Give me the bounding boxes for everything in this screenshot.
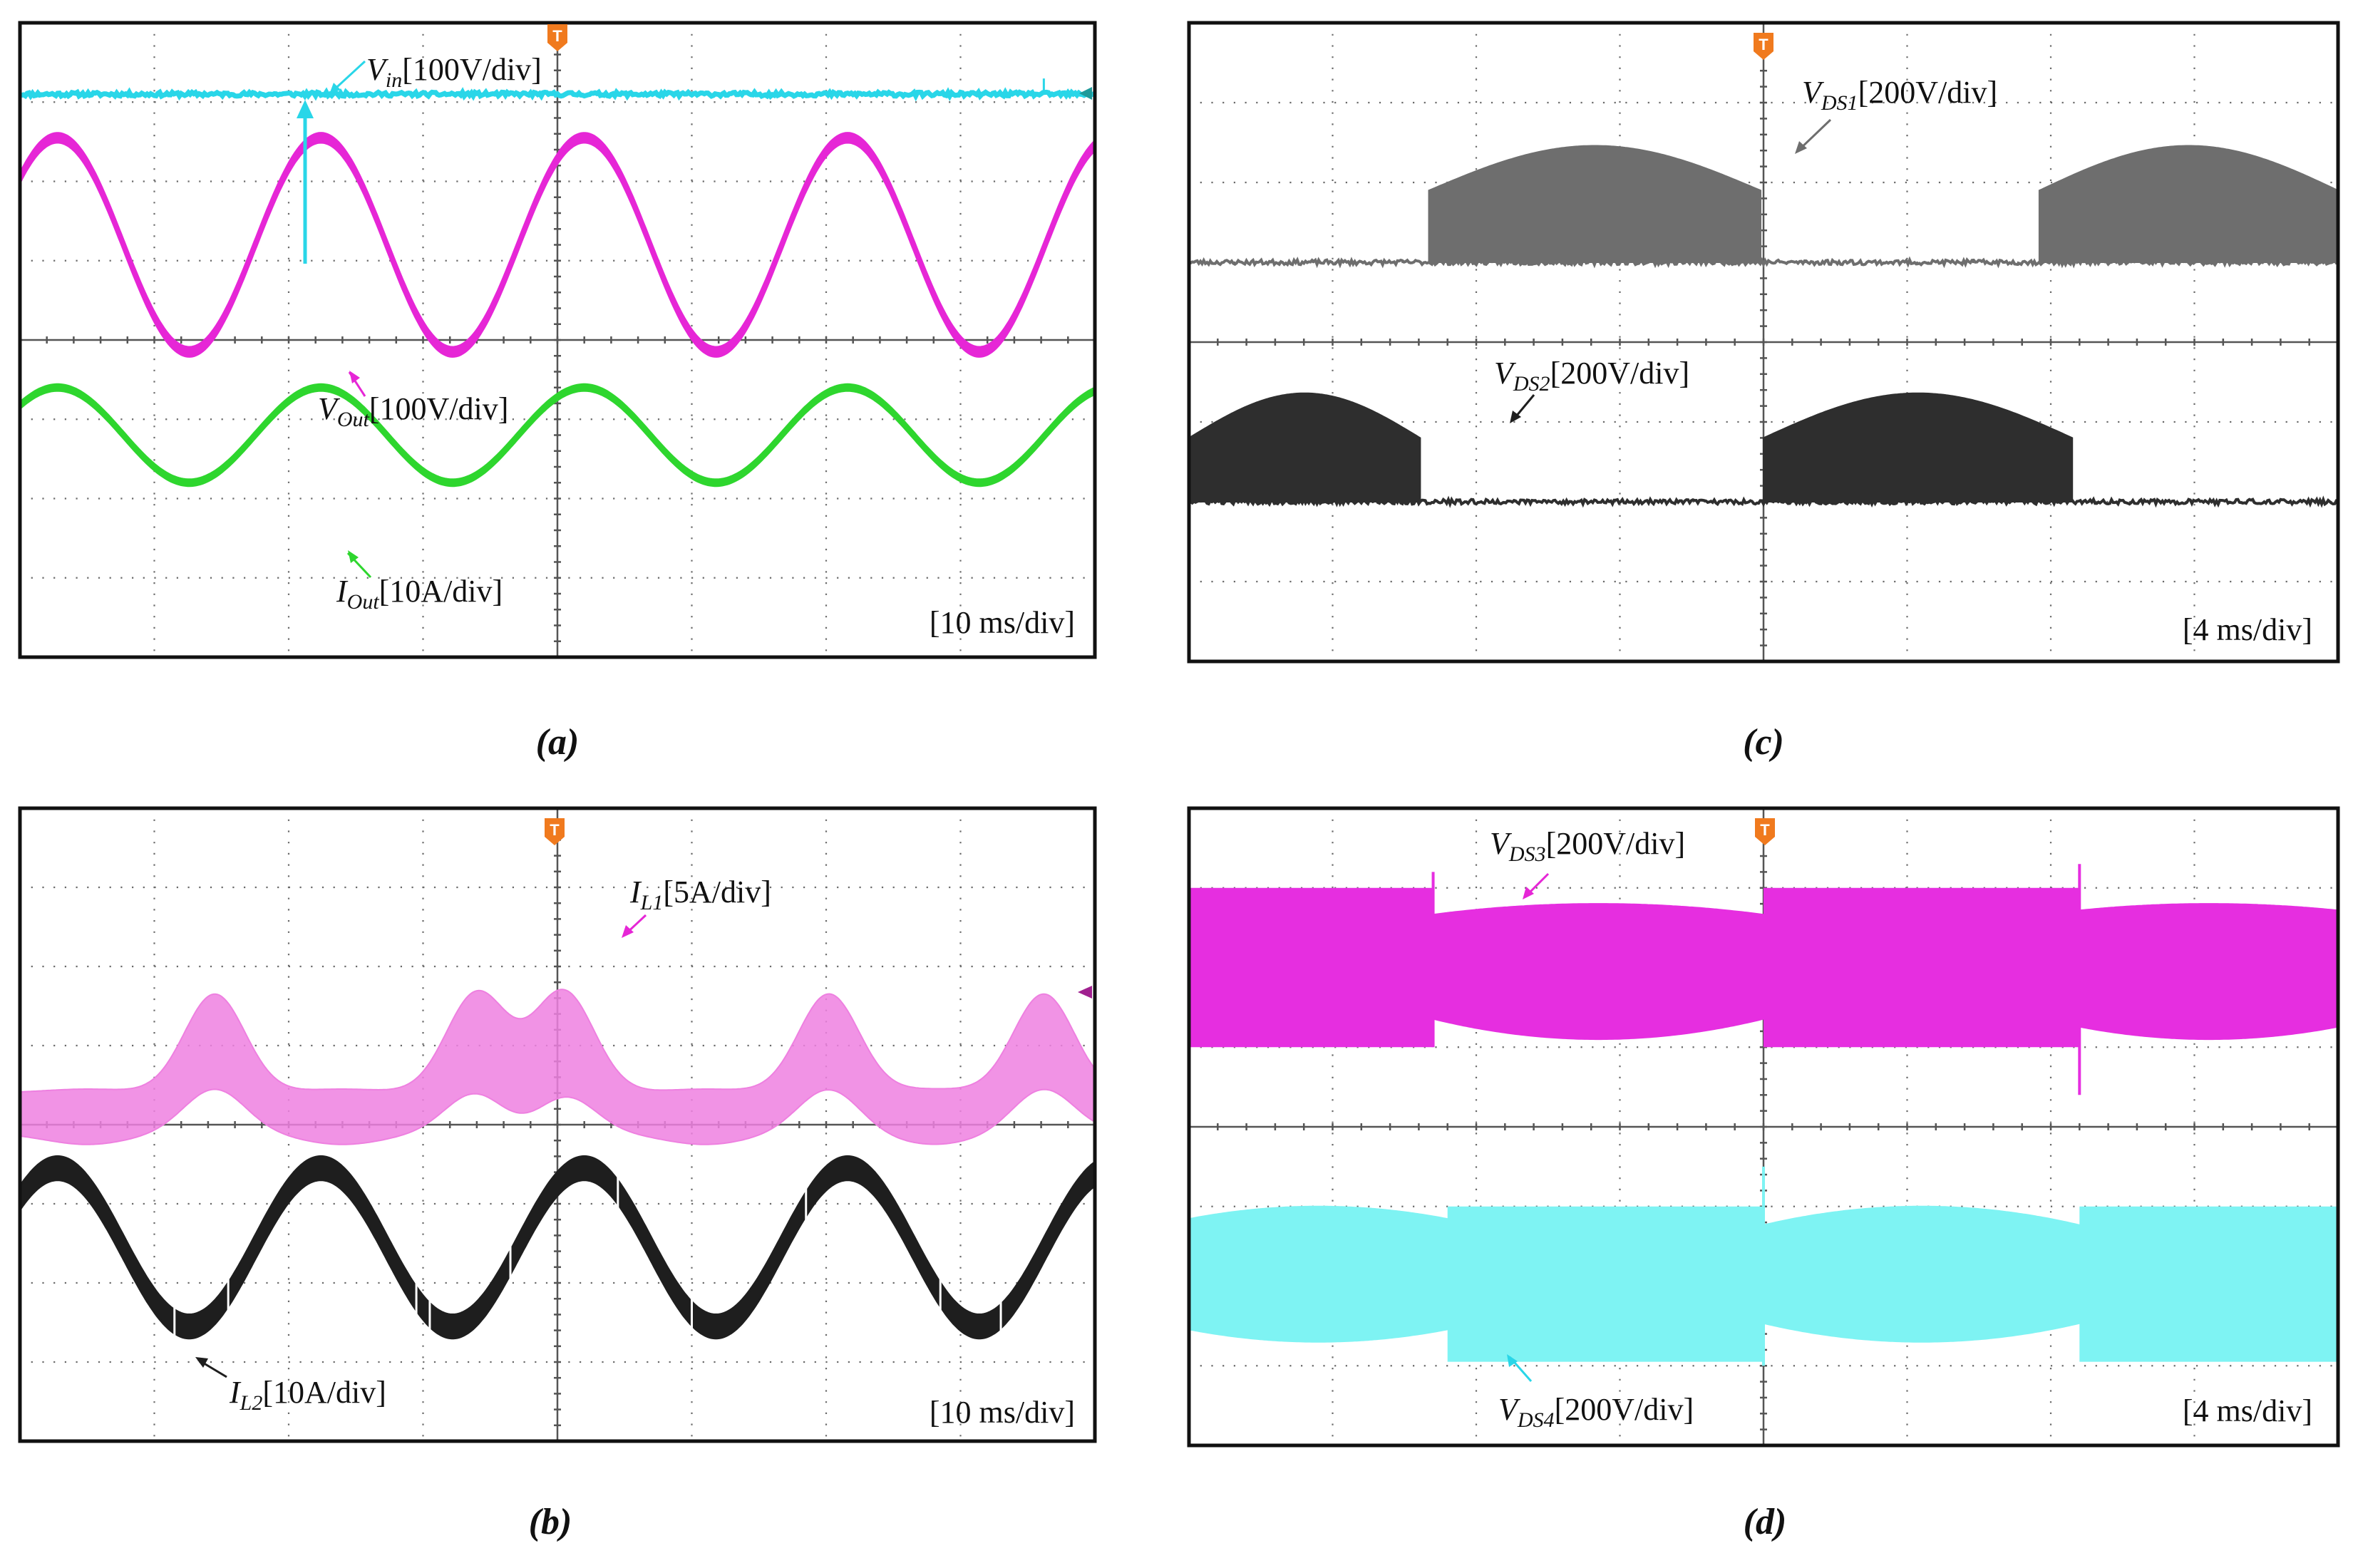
caption-a: (a) bbox=[536, 722, 580, 763]
trigger-marker-c: T bbox=[1754, 33, 1773, 60]
label-vin: Vin[100V/div] bbox=[366, 52, 542, 92]
label-il2: IL2[10A/div] bbox=[229, 1375, 386, 1415]
trace-vds3-block bbox=[1764, 887, 2080, 1048]
arrowhead-vin-up bbox=[297, 100, 314, 118]
trigger-label-b: T bbox=[550, 821, 560, 839]
label-il1: IL1[5A/div] bbox=[629, 875, 771, 914]
panel-a-traces bbox=[20, 78, 1095, 488]
arrowhead-vds1 bbox=[1795, 141, 1807, 154]
channel-marker-b bbox=[1078, 986, 1092, 999]
trigger-label-a: T bbox=[552, 27, 562, 45]
trace-il1 bbox=[20, 989, 1095, 1145]
panel-b: T IL1[5A/div] IL2[10A/div] [10 ms/div] bbox=[18, 806, 1097, 1443]
trace-vds3-arc bbox=[1432, 903, 1764, 1041]
trigger-marker-a: T bbox=[547, 24, 567, 51]
trace-vds2-burst bbox=[1189, 392, 1421, 502]
trace-vds3-block bbox=[1189, 887, 1433, 1048]
trace-vout bbox=[20, 132, 1095, 358]
trigger-marker-d: T bbox=[1755, 818, 1775, 845]
arrowhead-il1 bbox=[622, 925, 634, 938]
arrowhead-vin bbox=[329, 83, 341, 94]
arrowhead-iout bbox=[348, 550, 359, 563]
trace-vds1-burst bbox=[1428, 145, 1761, 263]
panel-c-traces bbox=[1189, 145, 2338, 508]
arrowhead-vds3 bbox=[1523, 887, 1534, 899]
caption-b: (b) bbox=[529, 1502, 572, 1542]
trace-vin bbox=[20, 87, 1095, 102]
timebase-c: [4 ms/div] bbox=[2183, 612, 2312, 647]
trace-vds3-arc bbox=[2079, 903, 2338, 1041]
panel-d-traces bbox=[1189, 864, 2338, 1366]
arrowhead-vds2 bbox=[1510, 411, 1521, 423]
panel-b-frame bbox=[18, 806, 1097, 1443]
arrowhead-il2 bbox=[195, 1357, 208, 1368]
panel-c-frame bbox=[1187, 21, 2340, 664]
trace-vds2-burst bbox=[1763, 392, 2074, 502]
label-vds2: VDS2[200V/div] bbox=[1494, 356, 1689, 396]
arrowhead-vout bbox=[349, 371, 360, 383]
panel-d: T VDS3[200V/div] VDS4[200V/div] [4 ms/di… bbox=[1187, 806, 2340, 1448]
trace-vds1-burst bbox=[2038, 145, 2338, 263]
trace-vds4-block bbox=[2079, 1206, 2338, 1362]
trigger-marker-b: T bbox=[545, 818, 565, 845]
panel-a-frame bbox=[18, 21, 1097, 659]
trace-il2 bbox=[20, 1155, 1095, 1340]
trace-iout bbox=[20, 383, 1095, 488]
trace-vds4-arc bbox=[1189, 1205, 1448, 1343]
trigger-label-d: T bbox=[1760, 821, 1770, 839]
panel-a: T Vin[100V/div] VOut[100V/div] IOut[10A/… bbox=[18, 21, 1097, 659]
timebase-d: [4 ms/div] bbox=[2183, 1393, 2312, 1428]
trigger-label-c: T bbox=[1759, 36, 1768, 53]
timebase-a: [10 ms/div] bbox=[930, 605, 1075, 640]
caption-c: (c) bbox=[1743, 722, 1784, 763]
label-vds3: VDS3[200V/div] bbox=[1490, 826, 1685, 866]
label-iout: IOut[10A/div] bbox=[336, 574, 503, 614]
label-vds1: VDS1[200V/div] bbox=[1802, 75, 1997, 115]
panel-a-grid bbox=[19, 21, 1096, 659]
trace-vds4-arc bbox=[1763, 1205, 2081, 1343]
panel-c: T VDS1[200V/div] VDS2[200V/div] [4 ms/di… bbox=[1187, 21, 2340, 664]
panel-d-frame bbox=[1187, 806, 2340, 1448]
label-vout: VOut[100V/div] bbox=[318, 391, 508, 431]
timebase-b: [10 ms/div] bbox=[930, 1395, 1075, 1430]
caption-d: (d) bbox=[1744, 1502, 1787, 1542]
label-vds4: VDS4[200V/div] bbox=[1498, 1392, 1694, 1432]
panel-b-traces bbox=[20, 989, 1095, 1340]
arrowhead-vds4 bbox=[1507, 1354, 1518, 1367]
channel-marker-a bbox=[1079, 87, 1092, 100]
trace-vds4-block bbox=[1447, 1206, 1764, 1362]
